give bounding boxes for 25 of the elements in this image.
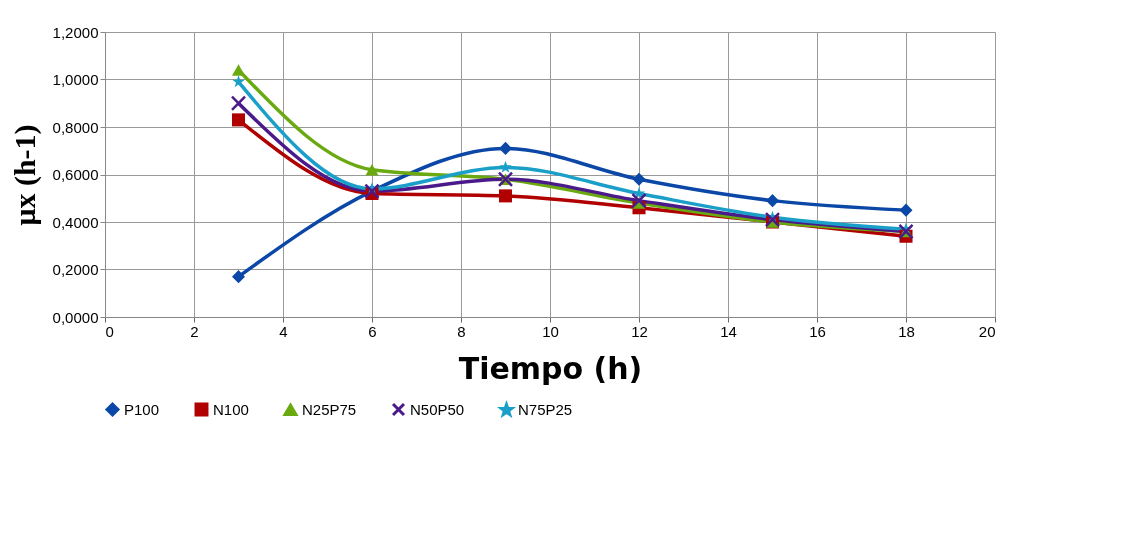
y-axis-title: μx (h-1) [7, 124, 42, 226]
legend-label: N100 [213, 400, 249, 418]
y-tick-label: 0,0000 [52, 308, 99, 326]
x-tick-label: 20 [978, 322, 996, 340]
x-tick-label: 8 [457, 322, 466, 340]
y-tick-label: 0,2000 [52, 261, 99, 278]
y-tick-label: 0,4000 [52, 213, 99, 231]
y-tick-label: 1,0000 [52, 71, 99, 88]
x-tick-label: 2 [190, 322, 199, 340]
x-tick-label: 16 [809, 322, 826, 340]
x-tick-label: 10 [542, 322, 559, 340]
x-axis-title: Tiempo (h) [458, 350, 643, 386]
legend-label: N25P75 [302, 400, 357, 418]
x-tick-label: 14 [720, 322, 737, 340]
legend-label: P100 [124, 400, 160, 418]
x-tick-label: 4 [279, 322, 288, 340]
y-tick-label: 0,6000 [52, 166, 99, 183]
x-tick-label: 12 [631, 322, 648, 340]
y-tick-label: 0,8000 [52, 118, 99, 136]
x-tick-label: 0 [105, 322, 114, 340]
y-tick-label: 1,2000 [52, 23, 99, 41]
x-tick-label: 18 [898, 322, 915, 340]
x-tick-label: 6 [368, 322, 377, 340]
legend-label: N50P50 [410, 400, 465, 418]
legend-label: N75P25 [518, 401, 573, 419]
